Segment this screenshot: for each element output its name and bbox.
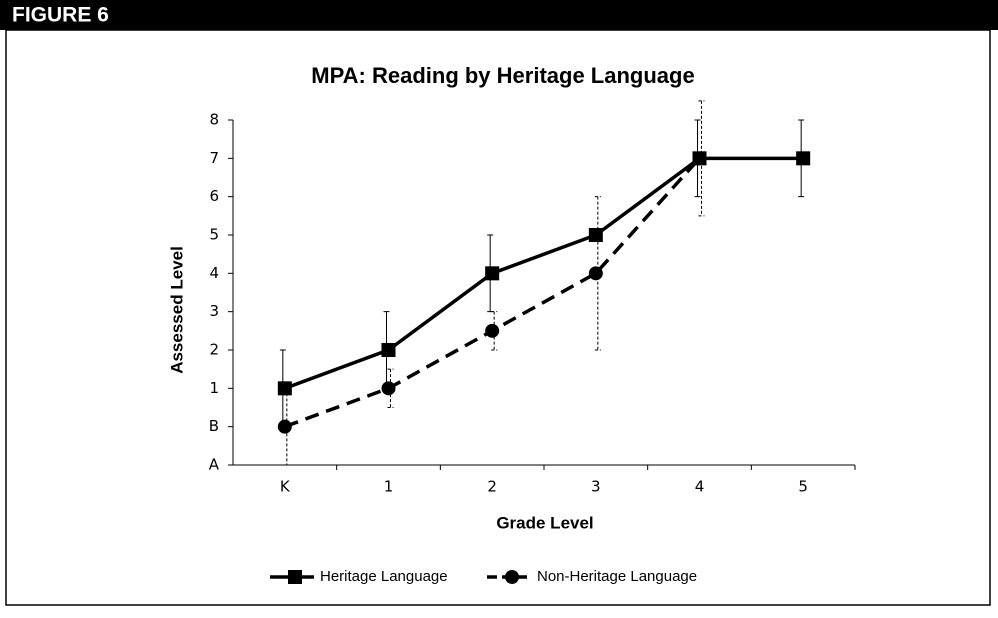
legend-label: Non-Heritage Language bbox=[537, 568, 697, 585]
x-tick-label: 4 bbox=[695, 478, 705, 496]
marker bbox=[381, 343, 396, 357]
legend-label: Heritage Language bbox=[320, 568, 448, 585]
x-tick-label: 3 bbox=[591, 478, 601, 496]
y-tick-label: 7 bbox=[209, 149, 219, 167]
marker bbox=[796, 151, 811, 166]
y-tick-label: A bbox=[209, 456, 220, 474]
error-bar bbox=[491, 311, 498, 351]
x-tick-label: 1 bbox=[384, 478, 394, 496]
x-tick-label: K bbox=[280, 478, 291, 496]
legend-marker bbox=[505, 570, 519, 584]
series-line bbox=[284, 157, 701, 429]
marker bbox=[485, 323, 500, 338]
header-bar bbox=[0, 0, 998, 30]
legend-marker bbox=[288, 570, 302, 584]
x-tick-label: 2 bbox=[487, 478, 497, 496]
x-tick-label: 5 bbox=[798, 478, 808, 496]
x-axis-label: Grade Level bbox=[496, 513, 593, 532]
y-tick-label: 5 bbox=[209, 226, 219, 244]
y-tick-label: B bbox=[209, 417, 219, 435]
y-tick-label: 4 bbox=[209, 264, 219, 282]
marker bbox=[588, 266, 603, 281]
y-axis-label: Assessed Level bbox=[167, 246, 186, 374]
y-tick-label: 1 bbox=[209, 379, 219, 397]
figure-label: FIGURE 6 bbox=[12, 4, 109, 27]
marker bbox=[381, 381, 396, 396]
marker bbox=[692, 151, 707, 166]
y-tick-label: 8 bbox=[209, 111, 219, 129]
marker bbox=[588, 228, 603, 242]
error-bar bbox=[283, 387, 290, 466]
y-tick-label: 6 bbox=[209, 187, 219, 205]
frame bbox=[5, 29, 991, 606]
marker bbox=[277, 419, 292, 434]
marker bbox=[485, 266, 500, 281]
chart-title: MPA: Reading by Heritage Language bbox=[311, 63, 694, 88]
y-tick-label: 3 bbox=[209, 302, 219, 320]
error-bar bbox=[387, 368, 394, 408]
series-line bbox=[284, 156, 804, 390]
y-tick-label: 2 bbox=[209, 341, 219, 359]
